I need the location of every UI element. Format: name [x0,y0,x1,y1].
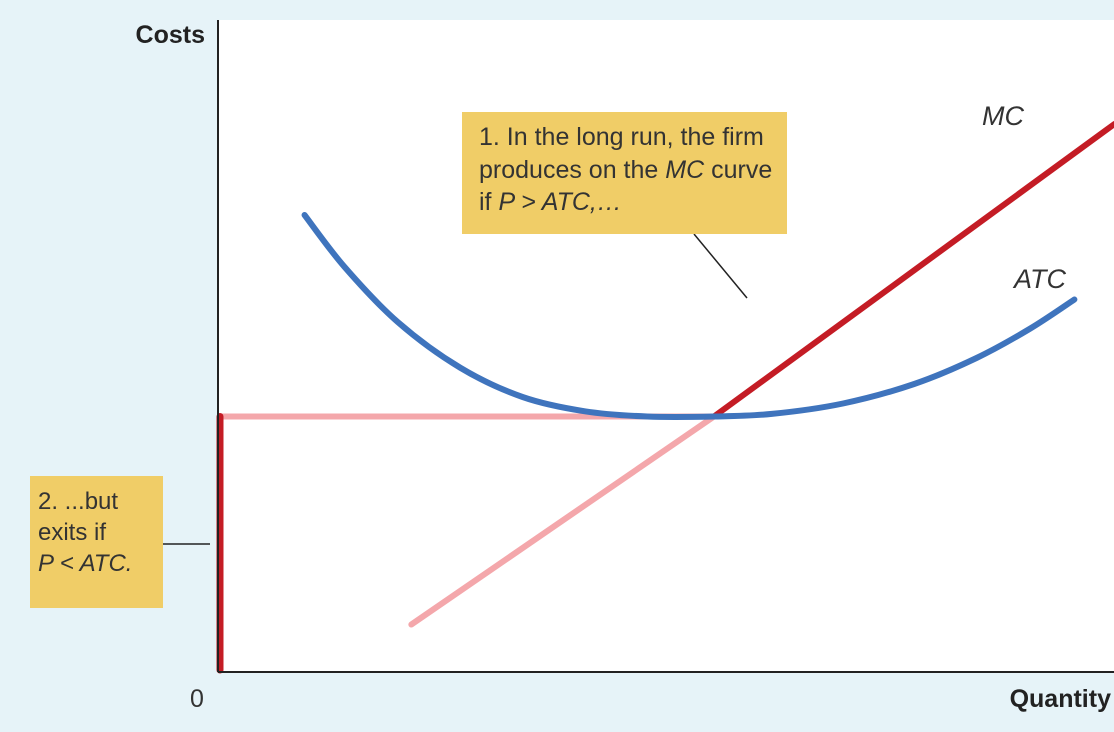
annotation-line: exits if [38,519,107,547]
origin-label: 0 [190,685,204,713]
exit-annotation: 2. ...but exits if P < ATC. [30,476,163,608]
annotation-line: 1. In the long run, the firm [479,123,764,151]
mc-label: MC [982,101,1024,131]
annotation-line: if P > ATC,… [479,186,773,219]
callout-1-leader [693,233,748,299]
annotation-italic-text: MC [665,155,705,184]
annotation-italic-text: P > ATC,… [498,188,622,216]
curves-layer [216,121,1114,674]
annotation-text: if [479,188,499,216]
annotation-text: curve [704,155,773,184]
mc-curve-solid [710,121,1114,420]
annotation-line: produces on the MC curve [479,154,773,187]
x-axis-title: Quantity [1010,685,1111,713]
y-axis-title: Costs [136,21,205,49]
atc-label: ATC [1012,264,1066,294]
mc-curve-pale [408,413,717,628]
atc-curve [301,212,1078,420]
annotation-line: P < ATC. [38,550,133,578]
annotation-text: produces on the [479,155,666,184]
long-run-annotation: 1. In the long run, the firm produces on… [462,112,787,234]
annotation-line: 2. ...but [38,488,119,515]
